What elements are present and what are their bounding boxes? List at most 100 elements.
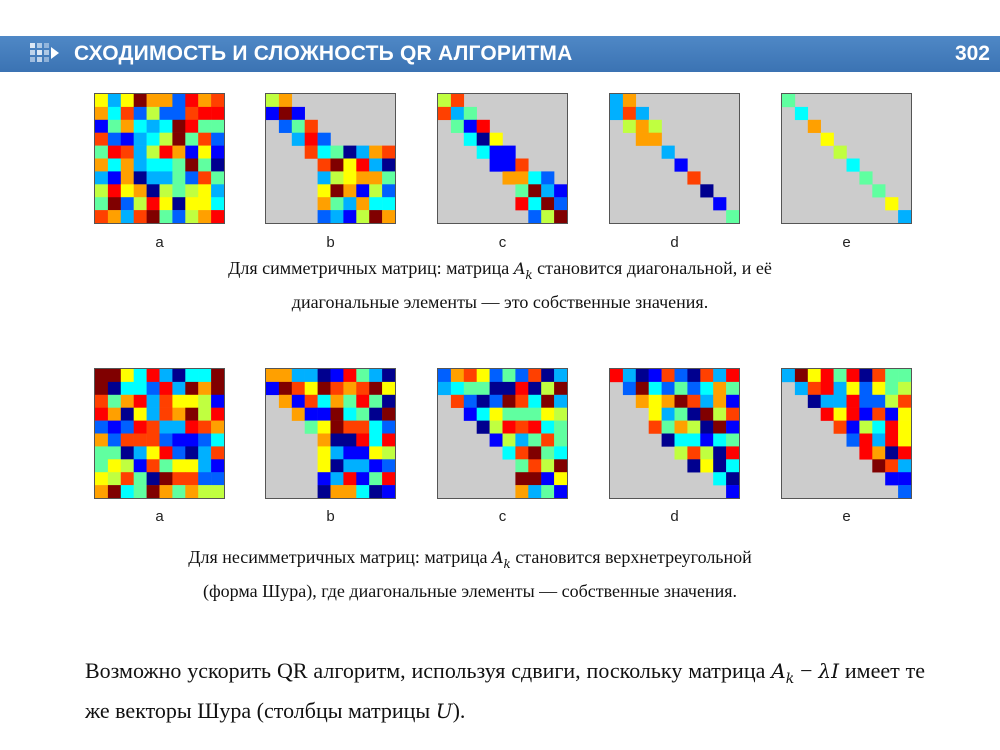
matrix-cell (369, 420, 383, 434)
matrix-cell (172, 197, 186, 211)
matrix-cell (291, 106, 305, 121)
matrix-cell (120, 369, 134, 383)
matrix-cell (898, 210, 911, 223)
matrix-cell (502, 369, 516, 383)
matrix-cell (198, 158, 212, 172)
matrix-cell (726, 446, 739, 460)
matrix-cell (648, 407, 662, 421)
matrix-cell (794, 106, 809, 121)
matrix-cell (356, 407, 370, 421)
matrix-cell (185, 394, 199, 408)
matrix-cell (266, 381, 280, 396)
matrix-cell (369, 171, 383, 185)
matrix-cell (317, 145, 331, 159)
matrix-cell (726, 210, 739, 223)
matrix-cell (120, 94, 134, 108)
slide-title: СХОДИМОСТЬ И СЛОЖНОСТЬ QR АЛГОРИТМА (74, 42, 573, 65)
matrix-cell (198, 94, 212, 108)
matrix-cell (661, 369, 675, 383)
matrix-cell (846, 407, 860, 421)
matrix-cell (343, 171, 357, 185)
matrix-cell (661, 381, 675, 396)
matrix-cell (146, 472, 160, 486)
matrix-cell (317, 433, 331, 447)
matrix-cell (120, 158, 134, 172)
matrix-cell (648, 420, 662, 434)
matrix-cell (554, 184, 567, 198)
matrix-cell (317, 485, 331, 498)
matrix-cell (343, 459, 357, 473)
matrix-cell (859, 369, 873, 383)
matrix-cell (369, 184, 383, 198)
matrix-cell (859, 407, 873, 421)
matrix-cell (343, 433, 357, 447)
matrix-cell (133, 184, 147, 198)
matrix-cell (185, 210, 199, 223)
matrix-cell (541, 369, 555, 383)
matrix-cell (198, 119, 212, 133)
matrix-cell (489, 132, 503, 146)
matrix-cell (450, 394, 465, 408)
matrix-cell (185, 369, 199, 383)
matrix-cell (95, 446, 109, 460)
matrix-cell (330, 145, 344, 159)
matrix-cell (502, 381, 516, 396)
matrix-cell (120, 184, 134, 198)
nonsymmetric-matrix-a (94, 368, 225, 499)
matrix-cell (463, 369, 477, 383)
matrix-cell (356, 420, 370, 434)
matrix-cell (820, 407, 834, 421)
matrix-cell (820, 369, 834, 383)
matrix-cell (304, 407, 318, 421)
logo-icon (30, 43, 59, 62)
matrix-cell (674, 446, 688, 460)
matrix-cell (382, 485, 395, 498)
matrix-cell (382, 433, 395, 447)
matrix-cell (515, 433, 529, 447)
matrix-cell (146, 158, 160, 172)
matrix-cell (528, 433, 542, 447)
matrix-cell (489, 158, 503, 172)
matrix-cell (528, 407, 542, 421)
matrix-cell (159, 184, 173, 198)
matrix-cell (185, 145, 199, 159)
matrix-cell (674, 369, 688, 383)
matrix-cell (172, 407, 186, 421)
matrix-cell (369, 446, 383, 460)
matrix-cell (700, 446, 714, 460)
matrix-cell (133, 394, 147, 408)
matrix-cell (356, 197, 370, 211)
matrix-cell (146, 394, 160, 408)
matrix-cell (330, 420, 344, 434)
matrix-cell (885, 369, 899, 383)
matrix-cell (330, 446, 344, 460)
matrix-cell (369, 394, 383, 408)
matrix-cell (885, 394, 899, 408)
matrix-cell (185, 184, 199, 198)
matrix-cell (541, 433, 555, 447)
matrix-cell (476, 145, 490, 159)
matrix-cell (107, 381, 122, 396)
matrix-cell (528, 485, 542, 498)
matrix-cell (146, 485, 160, 498)
matrix-cell (554, 197, 567, 211)
matrix-cell (885, 433, 899, 447)
matrix-cell (291, 132, 305, 146)
matrix-cell (713, 394, 727, 408)
matrix-cell (198, 420, 212, 434)
matrix-cell (674, 420, 688, 434)
matrix-cell (476, 369, 490, 383)
matrix-cell (885, 472, 899, 486)
matrix-cell (146, 184, 160, 198)
matrix-cell (700, 184, 714, 198)
matrix-cell (369, 145, 383, 159)
matrix-cell (846, 394, 860, 408)
matrix-cell (463, 119, 477, 133)
slide-header: СХОДИМОСТЬ И СЛОЖНОСТЬ QR АЛГОРИТМА 302 (0, 36, 1000, 72)
matrix-cell (317, 184, 331, 198)
matrix-cell (635, 132, 649, 146)
matrix-cell (330, 472, 344, 486)
matrix-cell (159, 210, 173, 223)
matrix-cell (185, 158, 199, 172)
matrix-cell (133, 94, 147, 108)
